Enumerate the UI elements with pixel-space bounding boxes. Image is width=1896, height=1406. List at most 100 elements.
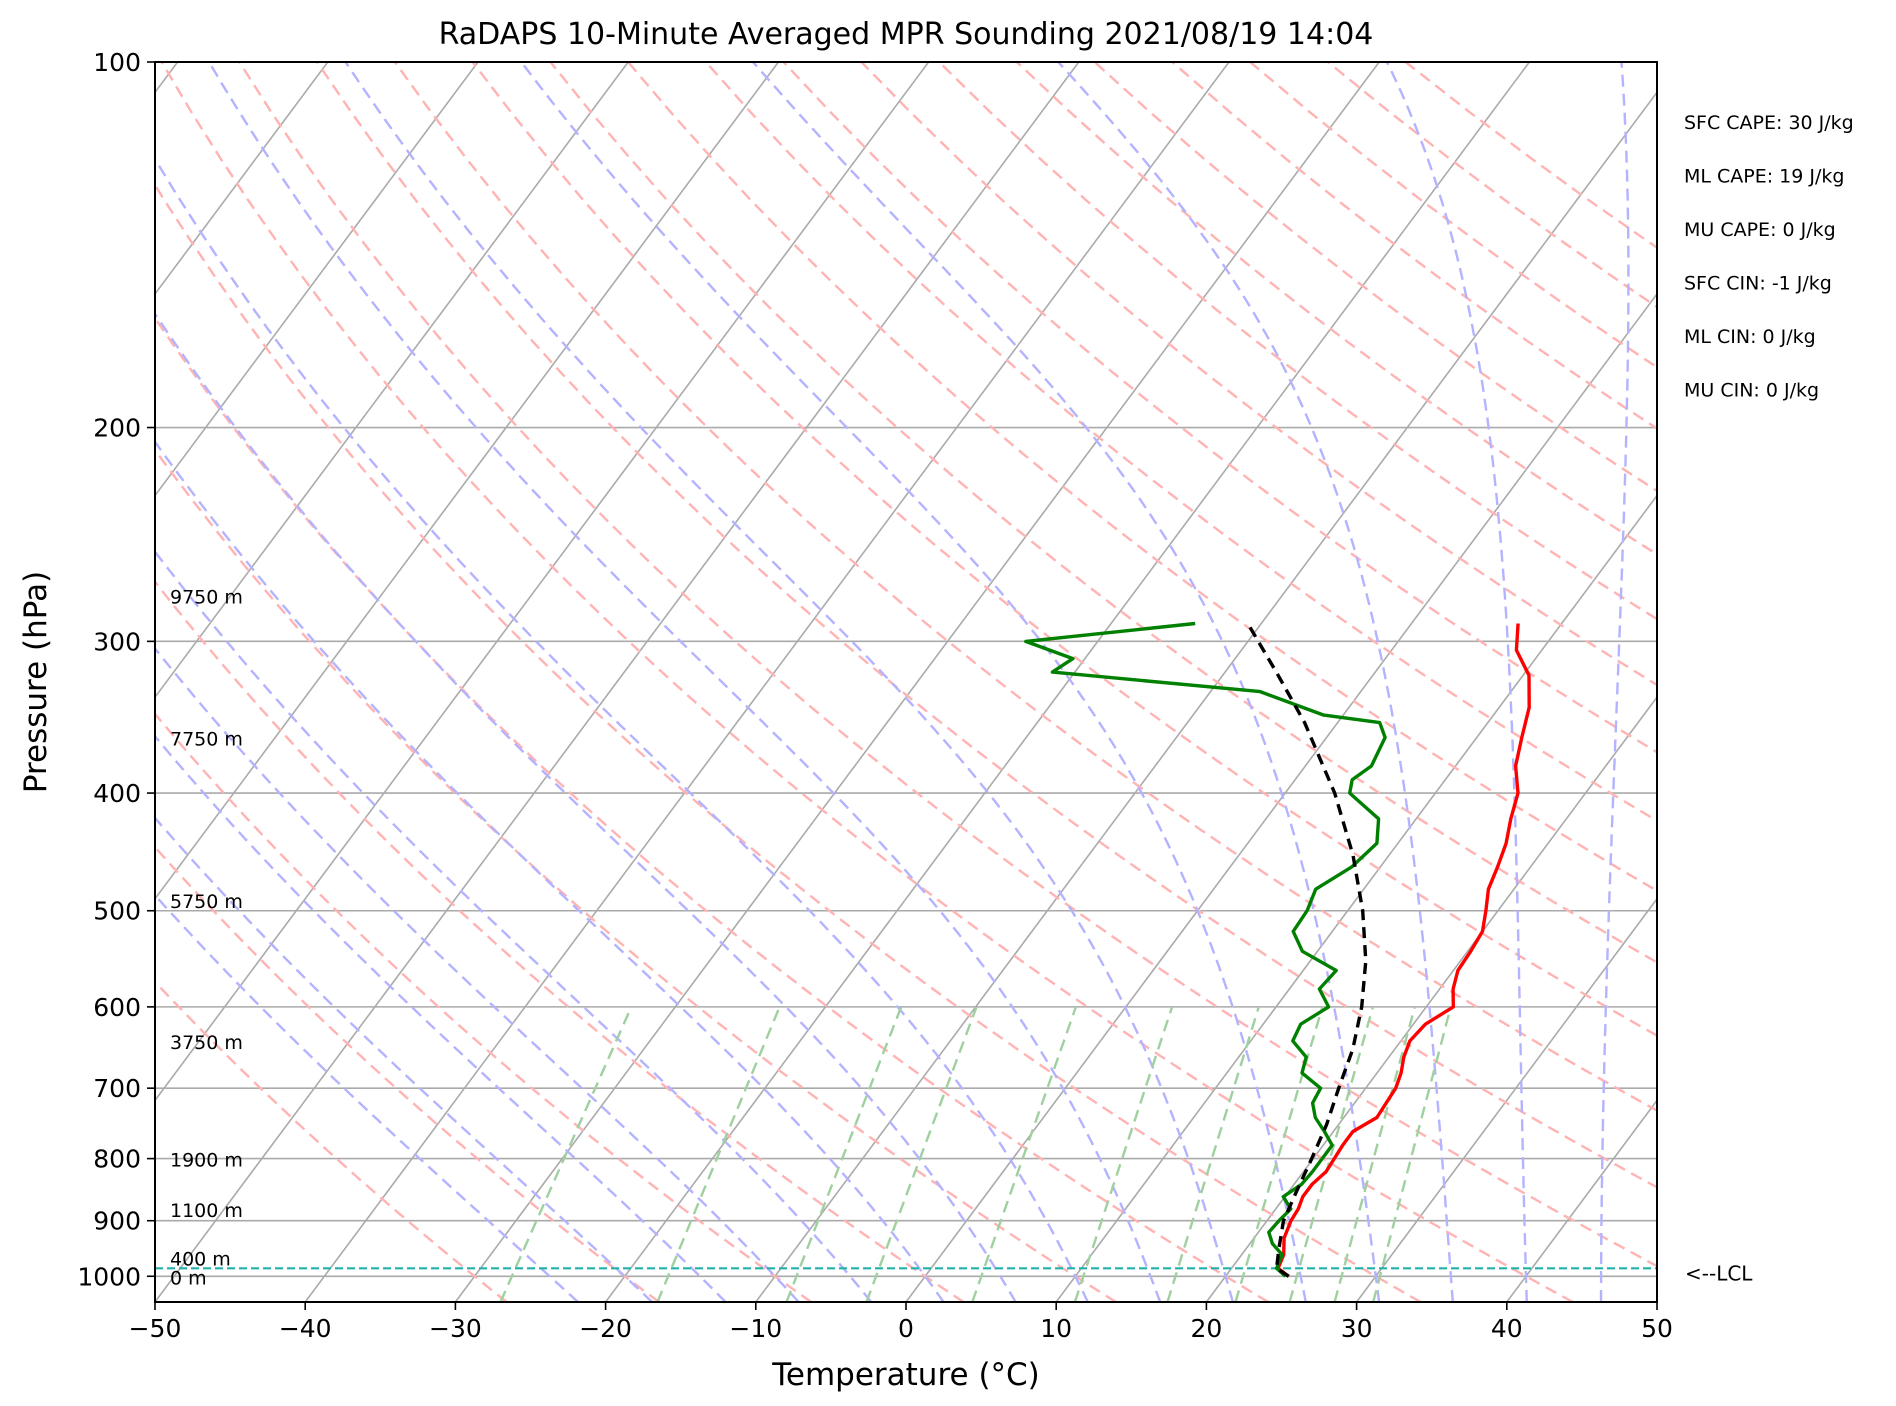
y-tick-label: 300 [93, 627, 141, 656]
y-axis-label: Pressure (hPa) [18, 571, 54, 793]
moist-adiabat-line [155, 734, 727, 1302]
mixing-ratio-line [1333, 1006, 1416, 1302]
height-label: 400 m [170, 1248, 231, 1270]
dry-adiabat-line [782, 62, 1657, 754]
x-axis-label: Temperature (°C) [771, 1357, 1040, 1393]
stability-annotation: MU CIN: 0 J/kg [1684, 380, 1819, 402]
stability-annotation: ML CAPE: 19 J/kg [1684, 166, 1844, 188]
x-tick-label: 10 [1040, 1314, 1072, 1343]
pressure-gridlines [155, 62, 1657, 1278]
dry-adiabat-line [938, 62, 1657, 621]
mixing-ratio-line [865, 1006, 978, 1302]
x-tick-label: −10 [729, 1314, 782, 1343]
moist-adiabat-line [155, 646, 800, 1302]
moist-adiabat-line [155, 893, 579, 1302]
height-label: 9750 m [170, 586, 243, 608]
dry-adiabat-line [155, 712, 812, 1302]
isotherm-line [1205, 695, 1657, 1302]
x-tick-label: 30 [1341, 1314, 1373, 1343]
plot-area [155, 62, 1896, 1302]
isotherm-line [155, 62, 629, 699]
isotherm-line [155, 62, 780, 901]
dry-adiabat-line [627, 62, 1657, 893]
y-tick-label: 900 [93, 1207, 141, 1236]
dry-adiabat-line [155, 182, 1422, 1302]
dewpoint-profile-line [1024, 621, 1387, 1278]
dry-adiabat-line [155, 980, 508, 1302]
moist-adiabat-line [1599, 62, 1630, 1302]
dry-adiabat-line [1249, 62, 1657, 369]
isotherm-line [155, 62, 329, 296]
stability-annotation: SFC CAPE: 30 J/kg [1684, 112, 1854, 134]
moist-adiabat-line [155, 549, 873, 1302]
moist-adiabat-line [155, 156, 1089, 1302]
dry-adiabat-line [471, 62, 1657, 1037]
moist-adiabat-line [155, 311, 1017, 1302]
mixing-ratio-line [1372, 1006, 1452, 1302]
mixing-ratio-line [1166, 1006, 1260, 1302]
isotherm-line [155, 62, 1080, 1302]
moist-adiabat-line [752, 62, 1381, 1302]
x-tick-label: 0 [898, 1314, 914, 1343]
isotherm-lines [155, 62, 1896, 1302]
height-labels: 9750 m 7750 m 5750 m 3750 m 1900 m 1100 m 400 … [170, 586, 243, 1289]
plot-frame [154, 61, 1658, 1303]
chart-title: RaDAPS 10-Minute Averaged MPR Sounding 2… [439, 17, 1374, 52]
dry-adiabat-line [393, 62, 1657, 1112]
moist-adiabat-line [1385, 62, 1528, 1302]
dry-adiabat-line [160, 62, 1574, 1302]
isotherm-line [1055, 494, 1657, 1302]
dry-adiabat-line [705, 62, 1657, 823]
height-label: 1900 m [170, 1150, 243, 1172]
moist-adiabat-line [207, 62, 1162, 1302]
mixing-ratio-line [656, 1006, 781, 1302]
x-tick-label: −40 [279, 1314, 332, 1343]
dry-adiabat-line [238, 62, 1657, 1268]
y-tick-label: 100 [93, 48, 141, 77]
dry-adiabat-line [316, 62, 1657, 1189]
profile-lines [1024, 621, 1531, 1278]
isotherm-line [1656, 1300, 1657, 1302]
x-tick-label: 50 [1641, 1314, 1673, 1343]
x-tick-label: −20 [579, 1314, 632, 1343]
moist-adiabat-lines [155, 62, 1630, 1302]
isotherm-line [1355, 897, 1657, 1302]
x-axis-ticks: −50 −40 −30 −20 −10 0 10 20 30 40 50 [129, 1302, 1673, 1343]
moist-adiabat-line [155, 439, 945, 1302]
moist-adiabat-line [155, 816, 653, 1302]
x-tick-label: −30 [429, 1314, 482, 1343]
stability-annotation: MU CAPE: 0 J/kg [1684, 219, 1836, 241]
isotherm-line [604, 62, 1531, 1302]
dry-adiabat-line [155, 579, 965, 1302]
y-tick-label: 800 [93, 1145, 141, 1174]
stability-annotation: SFC CIN: -1 J/kg [1684, 273, 1832, 295]
moist-adiabat-line [520, 62, 1307, 1302]
isotherm-line [1807, 62, 1896, 1302]
mixing-ratio-line [499, 1006, 633, 1302]
y-tick-label: 200 [93, 414, 141, 443]
isotherm-line [304, 62, 1230, 1302]
y-tick-label: 1000 [77, 1262, 141, 1291]
y-tick-label: 500 [93, 897, 141, 926]
height-label: 5750 m [170, 891, 243, 913]
isotherm-line [1506, 1099, 1657, 1302]
mixing-ratio-line [1234, 1006, 1324, 1302]
height-label: 7750 m [170, 729, 243, 751]
y-tick-label: 600 [93, 993, 141, 1022]
lcl-label: <--LCL [1685, 1261, 1753, 1285]
isotherm-line [155, 62, 930, 1102]
stability-annotations: SFC CAPE: 30 J/kg ML CAPE: 19 J/kg MU CAPE… [1684, 112, 1854, 402]
dry-adiabat-lines [155, 62, 1657, 1302]
mixing-ratio-lines [499, 1006, 1452, 1302]
dry-adiabat-line [860, 62, 1657, 687]
y-axis-ticks: 100 200 300 400 500 600 700 800 900 1000 [77, 48, 155, 1291]
moist-adiabat-line [1057, 62, 1454, 1302]
mixing-ratio-line [1288, 1006, 1375, 1302]
x-tick-label: 40 [1491, 1314, 1523, 1343]
mixing-ratio-line [1073, 1006, 1174, 1302]
y-tick-label: 700 [93, 1074, 141, 1103]
height-label: 1100 m [170, 1200, 243, 1222]
dry-adiabat-line [549, 62, 1657, 964]
dry-adiabat-line [1327, 62, 1657, 309]
